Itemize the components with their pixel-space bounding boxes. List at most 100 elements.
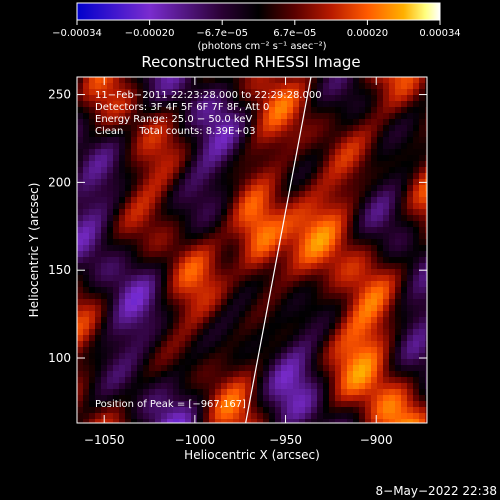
- heatmap-cell: [401, 341, 408, 348]
- heatmap-cell: [257, 161, 264, 168]
- heatmap-cell: [113, 269, 120, 276]
- heatmap-cell: [101, 221, 108, 228]
- heatmap-cell: [113, 419, 120, 423]
- heatmap-cell: [245, 257, 252, 264]
- heatmap-cell: [383, 323, 390, 330]
- heatmap-cell: [191, 311, 198, 318]
- heatmap-cell: [149, 305, 156, 312]
- heatmap-cell: [95, 161, 102, 168]
- heatmap-cell: [287, 167, 294, 174]
- heatmap-cell: [251, 293, 258, 300]
- heatmap-cell: [365, 209, 372, 216]
- heatmap-cell: [341, 371, 348, 378]
- heatmap-cell: [383, 119, 390, 126]
- heatmap-cell: [317, 389, 324, 396]
- heatmap-cell: [299, 341, 306, 348]
- annotation-clean: Clean Total counts: 8.39E+03: [95, 126, 255, 137]
- heatmap-cell: [113, 233, 120, 240]
- heatmap-cell: [269, 347, 276, 354]
- heatmap-cell: [245, 383, 252, 390]
- heatmap-cell: [89, 263, 96, 270]
- heatmap-cell: [389, 89, 396, 96]
- heatmap-cell: [143, 239, 150, 246]
- heatmap-cell: [365, 341, 372, 348]
- heatmap-cell: [353, 215, 360, 222]
- heatmap-cell: [239, 323, 246, 330]
- heatmap-cell: [83, 287, 90, 294]
- heatmap-cell: [137, 329, 144, 336]
- heatmap-cell: [323, 299, 330, 306]
- heatmap-cell: [185, 323, 192, 330]
- heatmap-cell: [83, 209, 90, 216]
- heatmap-cell: [317, 221, 324, 228]
- heatmap-cell: [239, 311, 246, 318]
- heatmap-cell: [371, 293, 378, 300]
- heatmap-cell: [419, 401, 426, 408]
- heatmap-cell: [95, 179, 102, 186]
- heatmap-cell: [413, 419, 420, 423]
- heatmap-cell: [257, 323, 264, 330]
- heatmap-cell: [167, 239, 174, 246]
- heatmap-cell: [239, 293, 246, 300]
- heatmap-cell: [113, 185, 120, 192]
- heatmap-cell: [293, 311, 300, 318]
- heatmap-cell: [143, 173, 150, 180]
- heatmap-cell: [395, 335, 402, 342]
- heatmap-cell: [281, 359, 288, 366]
- heatmap-cell: [323, 329, 330, 336]
- heatmap-cell: [263, 281, 270, 288]
- heatmap-cell: [293, 359, 300, 366]
- heatmap-cell: [329, 377, 336, 384]
- heatmap-cell: [119, 203, 126, 210]
- heatmap-cell: [257, 239, 264, 246]
- heatmap-cell: [401, 377, 408, 384]
- heatmap-cell: [89, 155, 96, 162]
- heatmap-cell: [239, 371, 246, 378]
- heatmap-cell: [287, 371, 294, 378]
- heatmap-cell: [137, 365, 144, 372]
- heatmap-cell: [263, 113, 270, 120]
- heatmap-cell: [293, 227, 300, 234]
- heatmap-cell: [167, 389, 174, 396]
- heatmap-cell: [131, 197, 138, 204]
- heatmap-cell: [383, 173, 390, 180]
- heatmap-cell: [377, 347, 384, 354]
- heatmap-cell: [281, 161, 288, 168]
- heatmap-cell: [347, 167, 354, 174]
- heatmap-cell: [215, 323, 222, 330]
- heatmap-cell: [269, 257, 276, 264]
- heatmap-cell: [167, 113, 174, 120]
- heatmap-cell: [251, 239, 258, 246]
- heatmap-cell: [347, 287, 354, 294]
- heatmap-cell: [137, 197, 144, 204]
- heatmap-cell: [335, 131, 342, 138]
- heatmap-cell: [233, 419, 240, 423]
- heatmap-cell: [83, 323, 90, 330]
- heatmap-cell: [179, 101, 186, 108]
- heatmap-cell: [131, 293, 138, 300]
- heatmap-cell: [125, 407, 132, 414]
- heatmap-cell: [383, 299, 390, 306]
- heatmap-cell: [377, 149, 384, 156]
- heatmap-cell: [209, 89, 216, 96]
- heatmap-cell: [137, 269, 144, 276]
- heatmap-cell: [203, 155, 210, 162]
- heatmap-cell: [215, 149, 222, 156]
- heatmap-cell: [281, 173, 288, 180]
- heatmap-cell: [113, 287, 120, 294]
- heatmap-cell: [101, 95, 108, 102]
- heatmap-cell: [269, 209, 276, 216]
- heatmap-cell: [185, 275, 192, 282]
- heatmap-cell: [263, 227, 270, 234]
- heatmap-cell: [245, 143, 252, 150]
- heatmap-cell: [371, 311, 378, 318]
- footer-timestamp: 8−May−2022 22:38: [376, 484, 498, 498]
- heatmap-cell: [335, 119, 342, 126]
- heatmap-cell: [401, 185, 408, 192]
- heatmap-cell: [353, 101, 360, 108]
- heatmap-cell: [425, 419, 427, 423]
- heatmap-cell: [353, 173, 360, 180]
- heatmap-cell: [125, 143, 132, 150]
- heatmap-cell: [167, 323, 174, 330]
- heatmap-cell: [167, 365, 174, 372]
